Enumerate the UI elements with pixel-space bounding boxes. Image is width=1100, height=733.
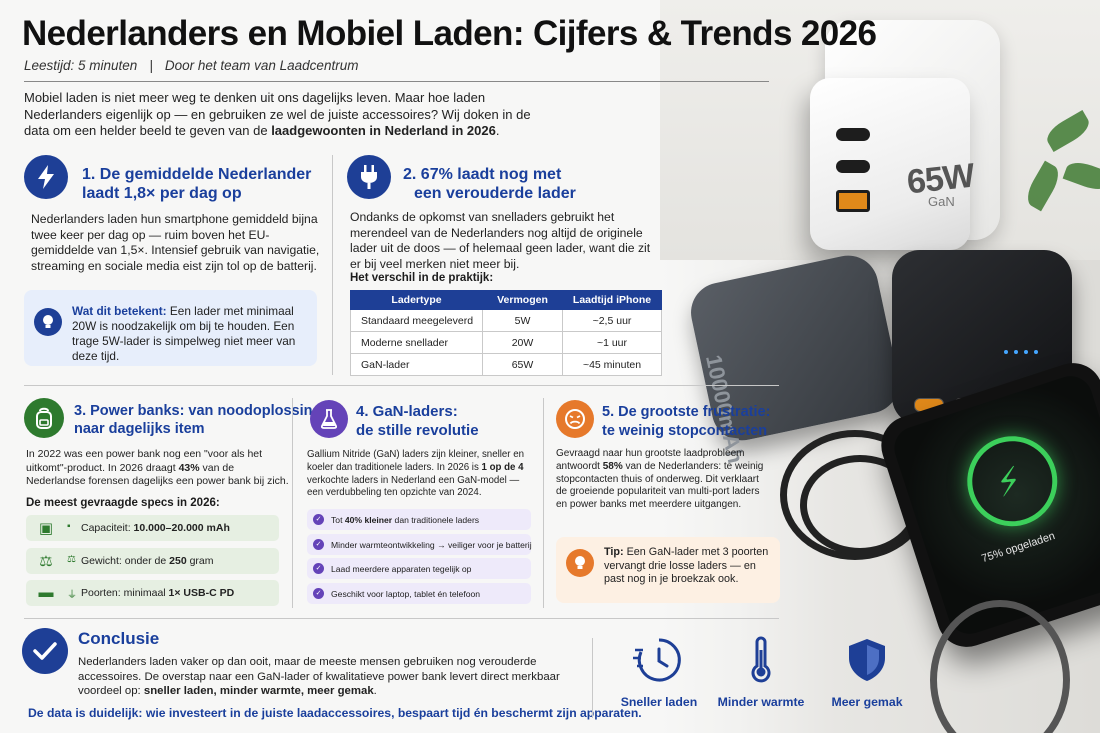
page-title: Nederlanders en Mobiel Laden: Cijfers & … bbox=[22, 14, 877, 53]
section4-body: Gallium Nitride (GaN) laders zijn kleine… bbox=[307, 449, 524, 499]
table-header-row: Ladertype Vermogen Laadtijd iPhone bbox=[350, 290, 662, 310]
table-cell: ~45 minuten bbox=[562, 353, 662, 376]
check-icon: ✓ bbox=[313, 588, 324, 599]
cable-image bbox=[930, 600, 1070, 733]
section1-title: 1. De gemiddelde Nederlander laadt 1,8× … bbox=[82, 166, 312, 202]
usb-c-port bbox=[836, 128, 870, 141]
section2-title: 2. 67% laadt nog met een verouderde lade… bbox=[403, 166, 576, 202]
intro-paragraph: Mobiel laden is niet meer weg te denken … bbox=[24, 90, 531, 138]
scale-icon: ⚖ bbox=[39, 553, 53, 570]
checkmark-icon bbox=[22, 628, 68, 674]
meaning-text: Wat dit betekent: Een lader met minimaal… bbox=[72, 304, 296, 363]
table-heading: Het verschil in de praktijk: bbox=[350, 272, 494, 284]
list-item: ✓ Laad meerdere apparaten tegelijk op bbox=[307, 558, 531, 579]
column-divider bbox=[332, 155, 333, 375]
table-cell: Moderne snellader bbox=[350, 331, 483, 354]
table-cell: 65W bbox=[482, 353, 563, 376]
table-cell: ~2,5 uur bbox=[562, 309, 662, 332]
section-divider bbox=[24, 385, 779, 386]
conclusion-footer: De data is duidelijk: wie investeert in … bbox=[28, 706, 642, 720]
frustrated-face-icon bbox=[556, 400, 594, 438]
check-icon: ✓ bbox=[313, 514, 324, 525]
tip-box: Tip: Een GaN-lader met 3 poorten vervang… bbox=[556, 537, 780, 603]
list-item: ✓ Minder warmteontwikkeling → veiliger v… bbox=[307, 534, 532, 555]
spec-ports: ▬ ⏚ Poorten: minimaal 1× USB-C PD bbox=[26, 580, 279, 606]
tip-text: Tip: Een GaN-lader met 3 poorten vervang… bbox=[604, 546, 769, 586]
byline-separator: | bbox=[149, 58, 153, 73]
author: Door het team van Laadcentrum bbox=[164, 58, 359, 73]
thermometer-icon bbox=[751, 636, 771, 683]
column-divider bbox=[543, 398, 544, 608]
box-icon: ▪ bbox=[67, 521, 71, 532]
table-cell: 5W bbox=[482, 309, 563, 332]
spec-capacity: ▣ ▪ Capaciteit: 10.000–20.000 mAh bbox=[26, 515, 279, 541]
flask-icon bbox=[310, 400, 348, 438]
section5-title: 5. De grootste frustratie: te weinig sto… bbox=[602, 404, 771, 439]
clock-icon bbox=[633, 638, 681, 682]
scale-icon: ⚖ bbox=[67, 554, 76, 565]
table-row: Standaard meegeleverd 5W ~2,5 uur bbox=[350, 309, 662, 332]
specs-heading: De meest gevraagde specs in 2026: bbox=[26, 497, 220, 509]
section3-body: In 2022 was een power bank nog een "voor… bbox=[26, 448, 289, 487]
meaning-box: Wat dit betekent: Een lader met minimaal… bbox=[24, 290, 317, 366]
product-photo: 65W GaN 10000mAh ⚡ 75% opgeladen bbox=[660, 0, 1100, 733]
conclusion-title: Conclusie bbox=[78, 629, 160, 648]
lightbulb-icon bbox=[34, 308, 62, 336]
spec-weight: ⚖ ⚖ Gewicht: onder de 250 gram bbox=[26, 548, 279, 574]
section4-title: 4. GaN-laders: de stille revolutie bbox=[356, 403, 479, 439]
lightbulb-icon bbox=[566, 549, 594, 577]
check-icon: ✓ bbox=[313, 539, 324, 550]
byline: Leestijd: 5 minuten | Door het team van La… bbox=[24, 58, 358, 73]
table-header: Vermogen bbox=[482, 290, 563, 310]
table-cell: GaN-lader bbox=[350, 353, 483, 376]
table-row: Moderne snellader 20W ~1 uur bbox=[350, 331, 662, 354]
table-row: GaN-lader 65W ~45 minuten bbox=[350, 353, 662, 376]
check-icon: ✓ bbox=[313, 563, 324, 574]
box-icon: ▣ bbox=[38, 520, 54, 537]
usb-a-port bbox=[836, 190, 870, 212]
table-cell: Standaard meegeleverd bbox=[350, 309, 483, 332]
table-cell: 20W bbox=[482, 331, 563, 354]
phone-charge-status: 75% opgeladen bbox=[980, 530, 1057, 566]
reading-time: Leestijd: 5 minuten bbox=[24, 58, 138, 73]
benefit-label: Minder warmte bbox=[717, 695, 805, 709]
section5-body: Gevraagd naar hun grootste laadprobleem … bbox=[556, 448, 764, 511]
conclusion-text: Nederlanders laden vaker op dan ooit, ma… bbox=[78, 656, 560, 697]
battery-icon: ▬ bbox=[38, 584, 54, 601]
list-item: ✓ Geschikt voor laptop, tablet én telefo… bbox=[307, 583, 531, 604]
charger-tech-label: GaN bbox=[928, 194, 955, 209]
backpack-icon bbox=[24, 398, 64, 438]
column-divider bbox=[592, 638, 593, 718]
column-divider bbox=[292, 398, 293, 608]
gan-charger-image: 65W GaN bbox=[810, 78, 976, 250]
section1-body: Nederlanders laden hun smartphone gemidd… bbox=[31, 212, 320, 273]
plug-icon bbox=[347, 155, 391, 199]
charger-comparison-table: Ladertype Vermogen Laadtijd iPhone Stand… bbox=[350, 290, 662, 376]
section2-body: Ondanks de opkomst van snelladers gebrui… bbox=[350, 210, 651, 271]
table-cell: ~1 uur bbox=[562, 331, 662, 354]
section-divider bbox=[24, 618, 779, 619]
benefit-label: Sneller laden bbox=[620, 695, 698, 709]
section3-title: 3. Power banks: van noodoplossing naar d… bbox=[74, 403, 322, 437]
table-header: Ladertype bbox=[350, 290, 483, 310]
usb-c-port bbox=[836, 160, 870, 173]
list-item: ✓ Tot 40% kleiner dan traditionele lader… bbox=[307, 509, 531, 530]
benefit-label: Meer gemak bbox=[831, 695, 903, 709]
lightning-icon bbox=[24, 155, 68, 199]
table-header: Laadtijd iPhone bbox=[562, 290, 662, 310]
plug-icon: ⏚ bbox=[67, 590, 77, 601]
header-divider bbox=[24, 81, 769, 82]
shield-icon bbox=[849, 639, 885, 681]
